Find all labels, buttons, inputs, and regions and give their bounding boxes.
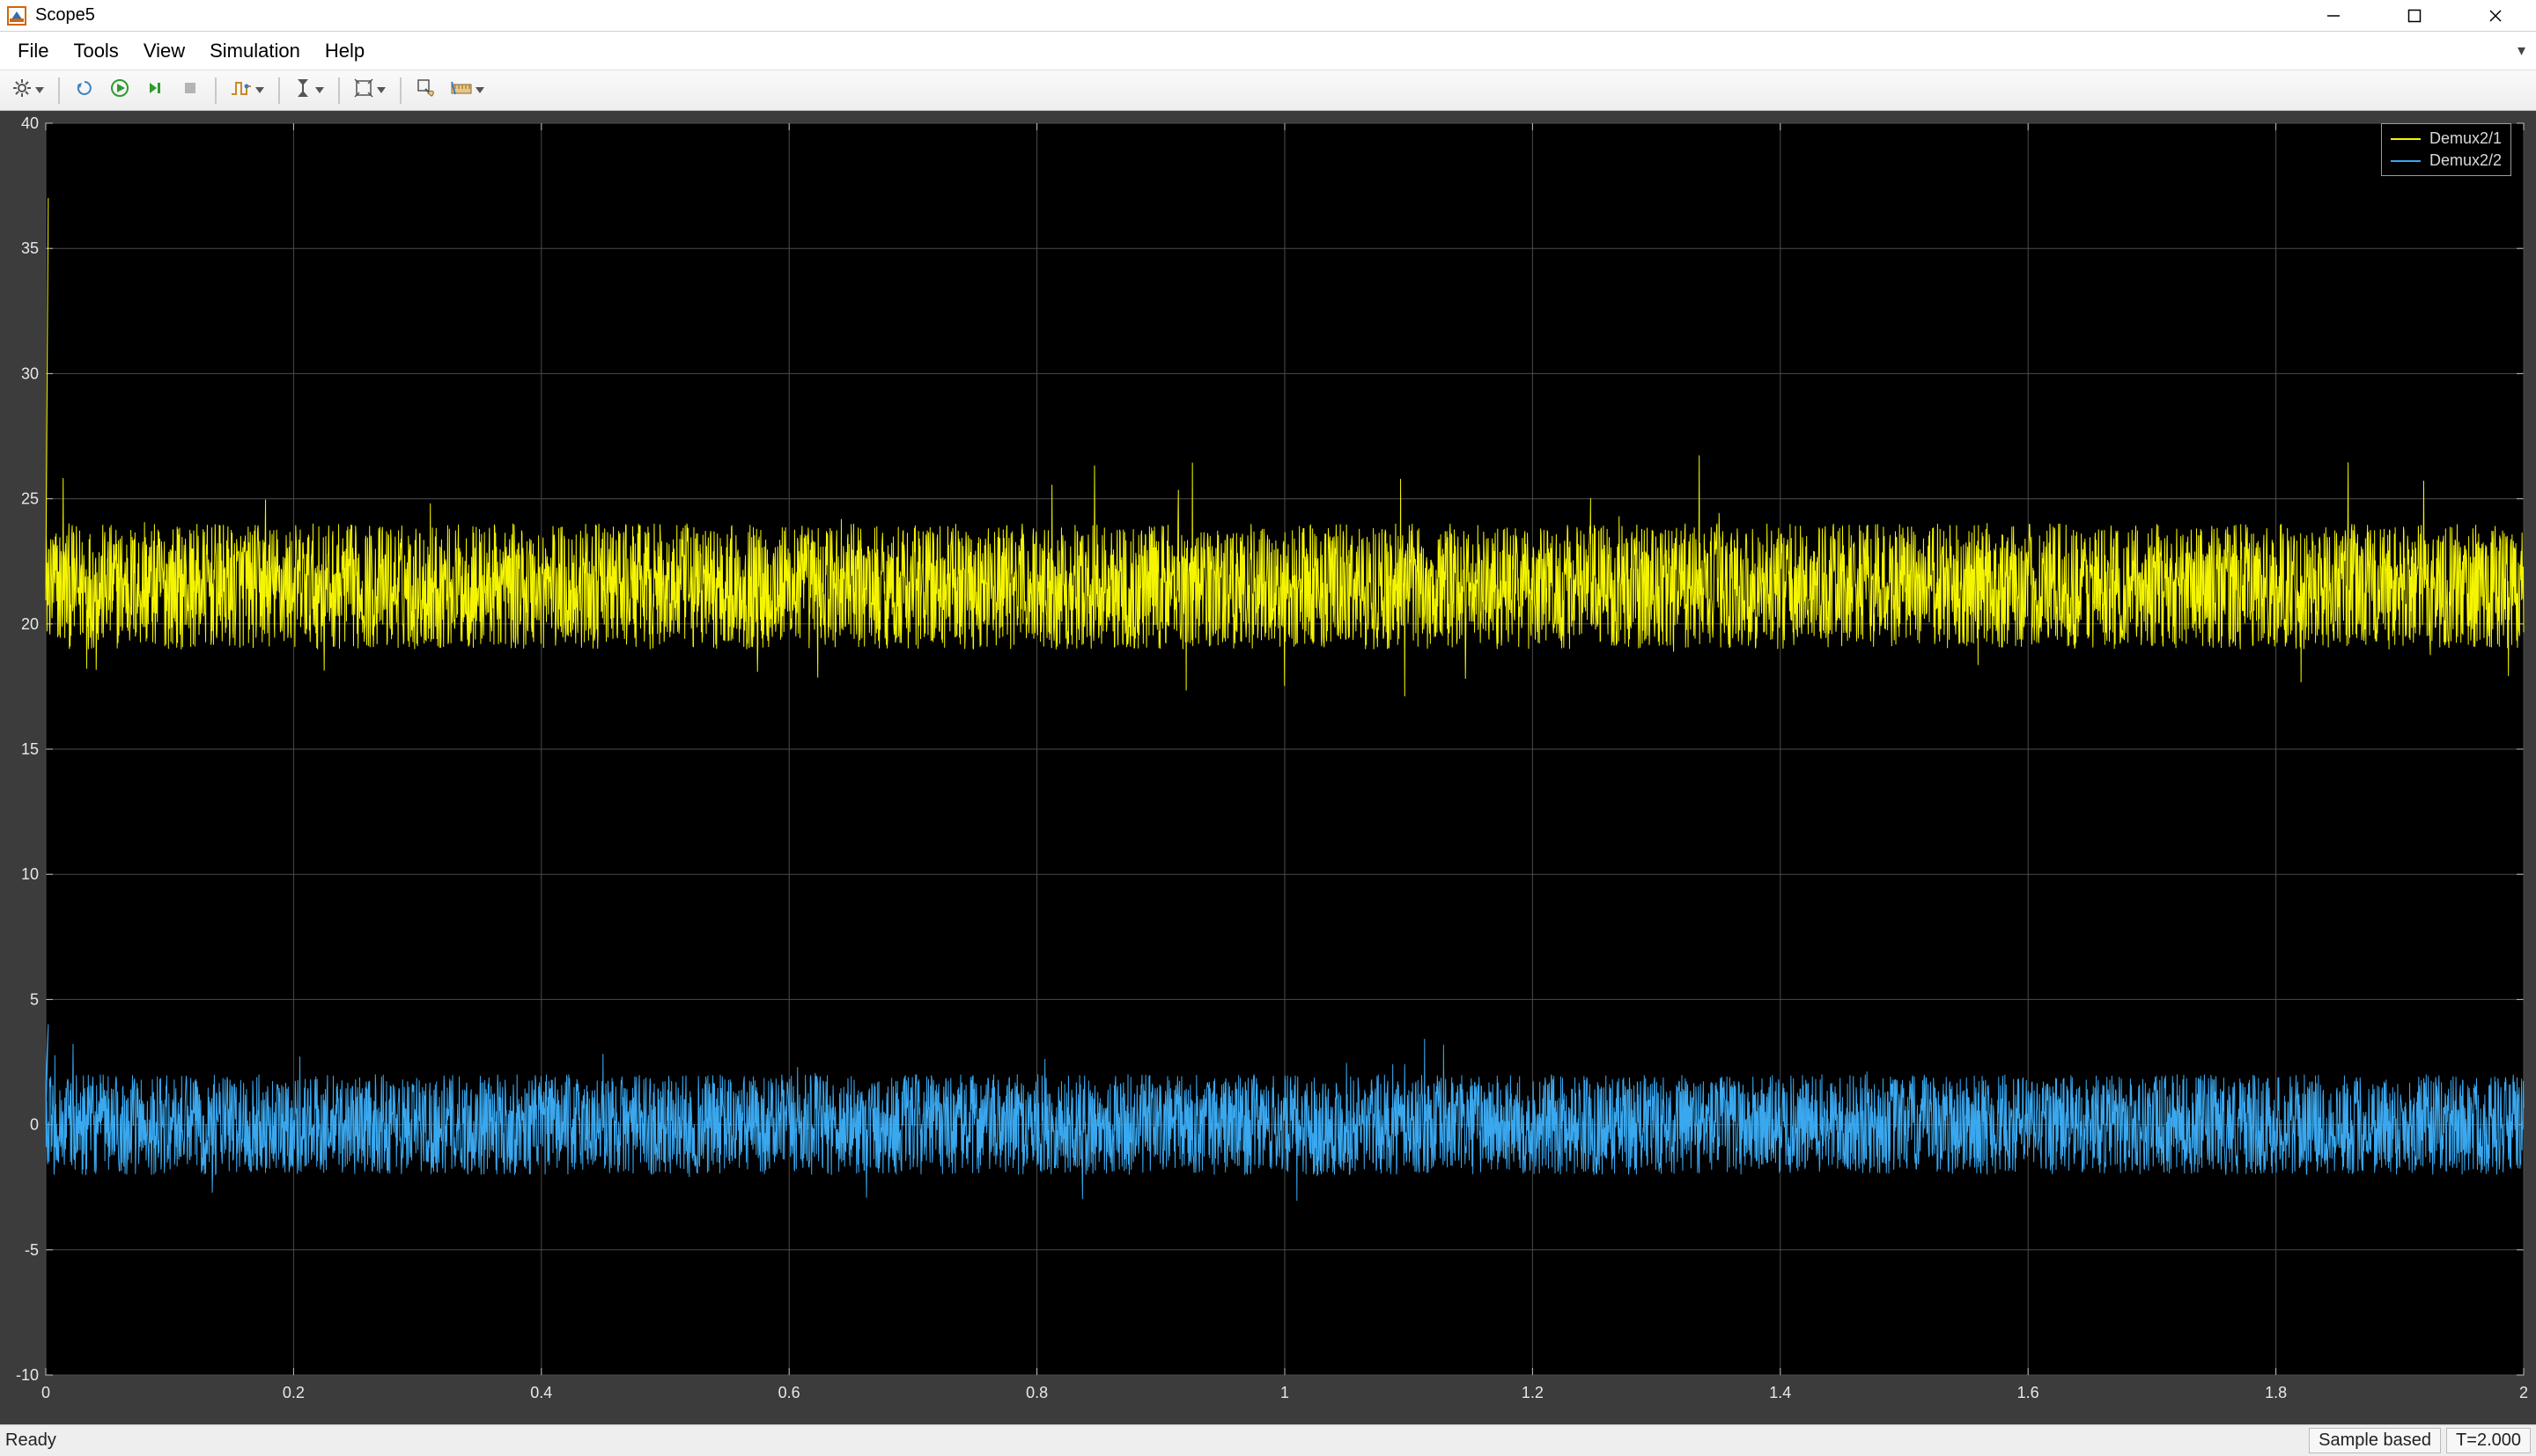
svg-text:5: 5 — [30, 990, 39, 1008]
measurements-icon — [451, 79, 472, 101]
stop-icon — [181, 79, 199, 101]
restart-button[interactable] — [70, 76, 100, 106]
svg-text:15: 15 — [21, 740, 39, 758]
menu-simulation[interactable]: Simulation — [197, 34, 313, 68]
plot-canvas: -10 -5 0 5 10 15 20 25 30 35 40 0 0.2 0.4 0.6 0.8 1 1.2 1.… — [0, 111, 2536, 1424]
svg-text:0.6: 0.6 — [778, 1384, 800, 1401]
close-button[interactable] — [2455, 0, 2536, 32]
reveal-toolstrip-icon[interactable]: ▾ — [2518, 41, 2531, 60]
scope-plot[interactable]: -10 -5 0 5 10 15 20 25 30 35 40 0 0.2 0.4 0.6 0.8 1 1.2 1.… — [0, 111, 2536, 1424]
autoscale-icon — [354, 78, 373, 102]
svg-text:1.4: 1.4 — [1769, 1384, 1791, 1401]
legend-label: Demux2/1 — [2429, 129, 2502, 148]
menu-help[interactable]: Help — [313, 34, 377, 68]
measurements-button[interactable] — [446, 76, 489, 106]
svg-text:2: 2 — [2519, 1384, 2528, 1401]
zoom-hand-icon — [417, 78, 436, 102]
svg-text:0.8: 0.8 — [1026, 1384, 1048, 1401]
svg-text:10: 10 — [21, 865, 39, 883]
menu-file[interactable]: File — [5, 34, 61, 68]
toolbar-separator — [400, 77, 402, 104]
run-button[interactable] — [105, 76, 135, 106]
maximize-button[interactable] — [2374, 0, 2455, 32]
menu-view[interactable]: View — [131, 34, 197, 68]
svg-text:1.6: 1.6 — [2017, 1384, 2039, 1401]
restart-icon — [75, 78, 94, 102]
svg-text:1.2: 1.2 — [1522, 1384, 1544, 1401]
svg-text:0.4: 0.4 — [530, 1384, 552, 1401]
configure-button[interactable] — [8, 76, 48, 106]
toolbar — [0, 70, 2536, 111]
minimize-button[interactable] — [2293, 0, 2374, 32]
toolbar-separator — [215, 77, 217, 104]
title-bar: Scope5 — [0, 0, 2536, 32]
svg-text:0: 0 — [30, 1116, 39, 1134]
zoom-region-button[interactable] — [411, 76, 441, 106]
svg-text:20: 20 — [21, 615, 39, 633]
status-bar: Ready Sample based T=2.000 — [0, 1424, 2536, 1456]
window-title: Scope5 — [35, 5, 95, 26]
cursor-icon — [294, 78, 312, 102]
menu-tools[interactable]: Tools — [61, 34, 130, 68]
svg-text:-10: -10 — [16, 1366, 39, 1384]
svg-text:1.8: 1.8 — [2265, 1384, 2287, 1401]
play-icon — [111, 79, 129, 101]
menu-bar: File Tools View Simulation Help ▾ — [0, 32, 2536, 70]
chevron-down-icon — [377, 87, 386, 93]
step-forward-icon — [146, 79, 164, 101]
svg-text:35: 35 — [21, 239, 39, 257]
svg-text:40: 40 — [21, 114, 39, 132]
chevron-down-icon — [476, 87, 484, 93]
svg-text:-5: -5 — [25, 1241, 39, 1259]
legend-label: Demux2/2 — [2429, 151, 2502, 170]
app-icon — [7, 6, 26, 26]
cursor-measure-button[interactable] — [290, 76, 328, 106]
signal-icon — [231, 79, 252, 101]
chevron-down-icon — [35, 87, 44, 93]
autoscale-button[interactable] — [350, 76, 390, 106]
legend-swatch — [2391, 138, 2421, 140]
gear-icon — [12, 78, 32, 102]
triggers-button[interactable] — [226, 76, 269, 106]
svg-text:1: 1 — [1280, 1384, 1289, 1401]
svg-text:0.2: 0.2 — [283, 1384, 305, 1401]
legend-item[interactable]: Demux2/2 — [2389, 150, 2503, 172]
status-mode: Sample based — [2309, 1428, 2441, 1453]
status-text: Ready — [5, 1430, 56, 1451]
toolbar-separator — [278, 77, 280, 104]
step-forward-button[interactable] — [140, 76, 170, 106]
window-controls — [2293, 0, 2536, 32]
chevron-down-icon — [255, 87, 264, 93]
svg-text:30: 30 — [21, 364, 39, 382]
status-time: T=2.000 — [2446, 1428, 2531, 1453]
chevron-down-icon — [315, 87, 324, 93]
legend-swatch — [2391, 160, 2421, 162]
plot-legend[interactable]: Demux2/1 Demux2/2 — [2381, 123, 2511, 176]
toolbar-separator — [338, 77, 340, 104]
stop-button[interactable] — [175, 76, 205, 106]
toolbar-separator — [58, 77, 60, 104]
legend-item[interactable]: Demux2/1 — [2389, 128, 2503, 150]
svg-text:25: 25 — [21, 490, 39, 508]
svg-text:0: 0 — [41, 1384, 50, 1401]
